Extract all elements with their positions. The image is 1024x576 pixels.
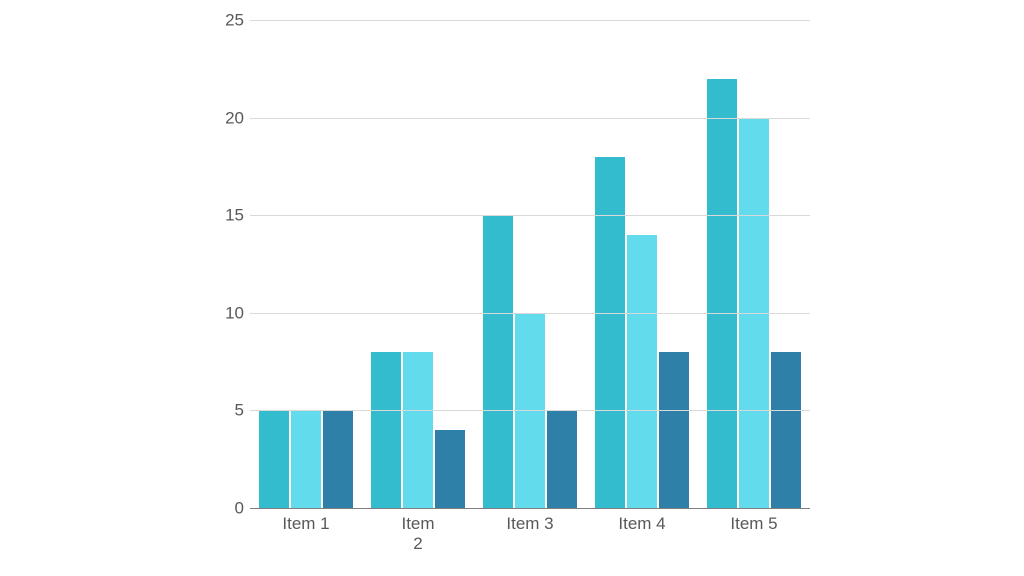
- gridline: [250, 118, 810, 119]
- x-tick-label: Item 3: [506, 514, 553, 534]
- bar-series-3-4: [659, 352, 689, 508]
- bar-series-3-2: [435, 430, 465, 508]
- bar-series-3-3: [547, 410, 577, 508]
- bar-series-1-2: [371, 352, 401, 508]
- bar-series-2-4: [627, 235, 657, 508]
- x-tick-label: Item 1: [282, 514, 329, 534]
- x-tick-label: Item 5: [730, 514, 777, 534]
- y-tick-label: 20: [200, 109, 244, 126]
- y-tick-label: 15: [200, 207, 244, 224]
- bar-series-1-5: [707, 79, 737, 508]
- bar-series-1-3: [483, 215, 513, 508]
- gridline: [250, 410, 810, 411]
- x-tick-label: Item 2: [401, 514, 434, 554]
- bar-series-2-2: [403, 352, 433, 508]
- x-tick-label: Item 4: [618, 514, 665, 534]
- x-axis-labels: Item 1 Item 2 Item 3 Item 4 Item 5: [250, 512, 810, 552]
- gridline: [250, 313, 810, 314]
- plot-area: [250, 20, 810, 509]
- bar-series-1-4: [595, 157, 625, 508]
- bar-series-2-1: [291, 410, 321, 508]
- y-tick-label: 5: [200, 402, 244, 419]
- bar-series-3-5: [771, 352, 801, 508]
- bar-series-3-1: [323, 410, 353, 508]
- bars-layer: [250, 20, 810, 508]
- bar-series-1-1: [259, 410, 289, 508]
- gridline: [250, 215, 810, 216]
- y-tick-label: 25: [200, 12, 244, 29]
- bar-chart: 0510152025 Item 1Item 2Item 3Item 4Item …: [200, 20, 820, 550]
- y-tick-label: 10: [200, 304, 244, 321]
- y-tick-label: 0: [200, 500, 244, 517]
- gridline: [250, 20, 810, 21]
